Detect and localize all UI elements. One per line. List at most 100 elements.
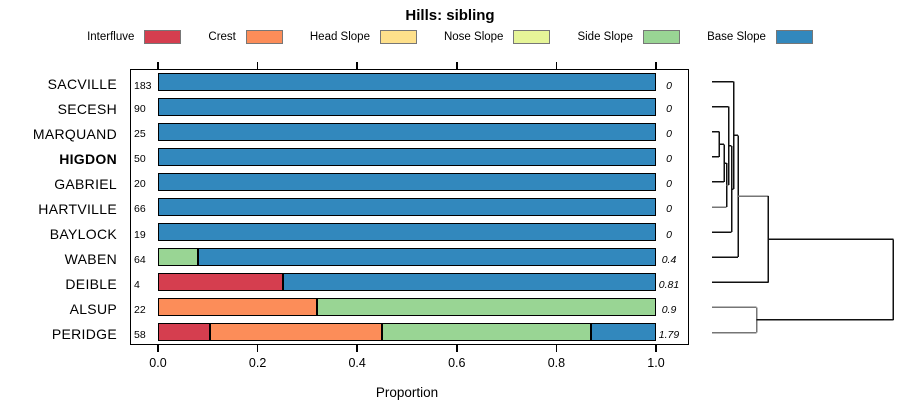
axis-tick-label: 0.8	[547, 356, 566, 370]
row-label: GABRIEL	[54, 175, 117, 192]
h-value: 0.9	[661, 303, 677, 316]
legend-label: Interfluve	[87, 31, 135, 43]
row-label: SECESH	[57, 100, 117, 117]
table-row: 22 0.9	[130, 295, 689, 320]
n-value: 90	[134, 103, 146, 116]
bar-segment	[591, 323, 656, 342]
legend-label: Nose Slope	[443, 31, 504, 43]
stacked-bar	[158, 147, 656, 166]
row-label: ALSUP	[69, 301, 117, 318]
h-value: 0.81	[658, 278, 680, 291]
axis-tick-label: 0.4	[348, 356, 366, 370]
axis-tick	[555, 345, 558, 352]
stacked-bar	[158, 97, 656, 116]
table-row: 50 0	[130, 144, 689, 169]
axis-tick-label: 0.6	[448, 356, 466, 370]
legend-swatch	[245, 30, 283, 44]
bar-segment	[158, 248, 198, 267]
h-value: 0	[666, 128, 672, 141]
n-value: 58	[134, 328, 146, 341]
row-label: MARQUAND	[32, 125, 117, 142]
table-row: 19 0	[130, 220, 689, 245]
legend-label: Side Slope	[577, 31, 634, 43]
n-value: 20	[134, 178, 146, 191]
n-value: 19	[134, 228, 146, 241]
bar-segment	[197, 248, 656, 267]
row-label: DEIBLE	[65, 276, 117, 293]
h-value: 0	[666, 103, 672, 116]
legend-item: Head Slope	[310, 30, 417, 44]
axis-tick-label: 0.0	[149, 356, 167, 370]
n-value: 183	[134, 80, 152, 92]
bar-segment	[282, 273, 656, 292]
legend-swatch	[144, 30, 182, 44]
h-value: 0	[666, 153, 672, 166]
axis-tick	[356, 345, 358, 352]
n-value: 50	[134, 153, 146, 166]
axis-tick	[157, 62, 159, 69]
table-row: 4 0.81	[130, 270, 689, 295]
stacked-bar	[158, 197, 656, 216]
bar-segment	[382, 323, 592, 342]
table-row: 25 0	[130, 119, 689, 144]
row-label: BAYLOCK	[49, 226, 117, 243]
table-row: 58 1.79	[130, 320, 689, 345]
n-value: 64	[134, 253, 146, 266]
x-axis-title: Proportion	[375, 385, 439, 400]
stacked-bar	[158, 122, 656, 141]
stacked-bar	[158, 72, 656, 91]
axis-tick	[456, 62, 458, 69]
row-label: HIGDON	[59, 150, 117, 167]
h-value: 0	[666, 80, 672, 92]
bar-segment	[158, 97, 656, 116]
table-row: 64 0.4	[130, 245, 689, 270]
bar-segment	[210, 323, 383, 342]
bar-segment	[158, 122, 656, 141]
row-label: PERIDGE	[51, 326, 117, 343]
h-value: 0	[666, 178, 672, 191]
axis-tick	[555, 62, 558, 69]
stacked-bar	[158, 273, 656, 292]
h-value: 0	[666, 228, 672, 241]
axis-tick	[256, 345, 259, 352]
legend-item: Nose Slope	[443, 30, 551, 44]
h-value: 0	[666, 203, 672, 216]
axis-tick	[655, 62, 657, 69]
axis-tick-label: 0.2	[248, 356, 267, 370]
h-value: 0.4	[661, 253, 677, 266]
legend-swatch	[379, 30, 417, 44]
legend-label: Head Slope	[309, 31, 370, 43]
bar-segment	[158, 323, 211, 342]
axis-tick	[256, 62, 259, 69]
h-value: 1.79	[658, 328, 680, 341]
legend-item: Interfluve	[87, 30, 182, 44]
n-value: 66	[134, 203, 146, 216]
bar-segment	[158, 223, 656, 242]
bar-segment	[158, 273, 283, 292]
n-value: 25	[134, 128, 146, 141]
table-row: 183 0	[130, 69, 689, 94]
bar-segment	[317, 298, 656, 317]
legend-swatch	[513, 30, 551, 44]
legend-item: Side Slope	[577, 30, 681, 44]
legend-swatch	[643, 30, 681, 44]
axis-tick	[356, 62, 358, 69]
bar-rows: 183 0 90 0 25 0 50 0 20 0 66 0 19 0 64 0.4 4 0.81 22 0.9 58 1…	[130, 69, 689, 345]
legend: Interfluve Crest Head Slope Nose Slope Side …	[0, 27, 900, 47]
table-row: 66 0	[130, 194, 689, 219]
axis-tick-label: 1.0	[647, 356, 665, 370]
stacked-bar	[158, 223, 656, 242]
row-label: HARTVILLE	[38, 201, 117, 217]
axis-tick	[456, 345, 458, 352]
table-row: 20 0	[130, 169, 689, 194]
bar-segment	[158, 72, 656, 91]
chart-title: Hills: sibling	[405, 7, 495, 24]
row-label: WABEN	[64, 251, 117, 268]
legend-label: Base Slope	[707, 31, 766, 43]
legend-item: Crest	[208, 30, 283, 44]
bar-segment	[158, 197, 656, 216]
legend-swatch	[775, 30, 813, 44]
row-label: SACVILLE	[47, 75, 117, 92]
stacked-bar	[158, 248, 656, 267]
